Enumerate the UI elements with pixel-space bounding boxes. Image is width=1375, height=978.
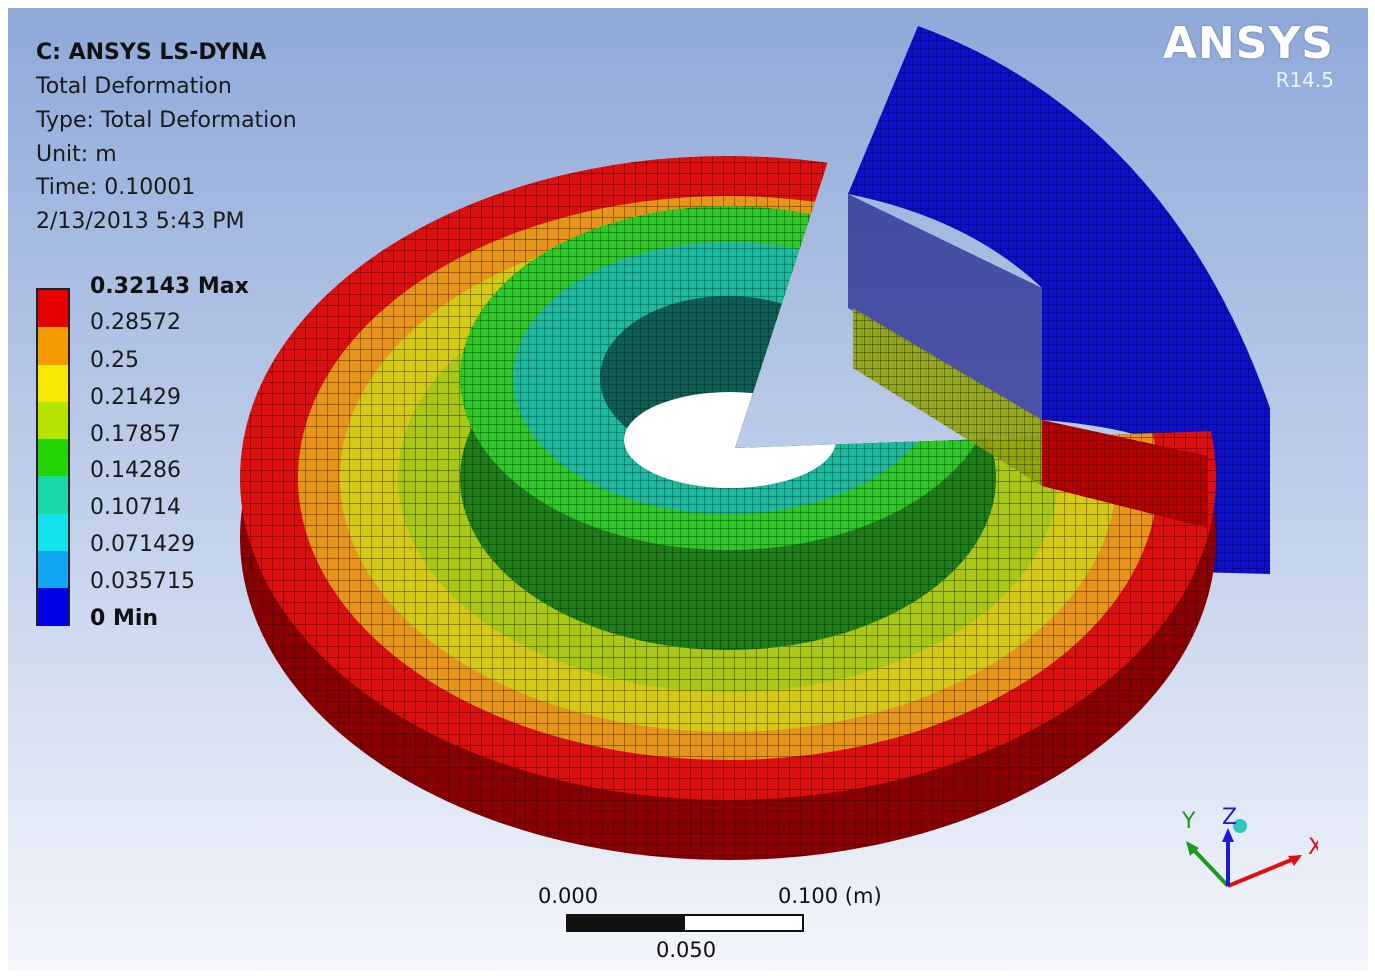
result-type: Type: Total Deformation — [36, 108, 297, 133]
view-sphere-icon — [1233, 819, 1247, 833]
y-axis-label: Y — [1181, 809, 1196, 834]
y-arrowhead — [1186, 841, 1199, 856]
x-arrowhead — [1288, 855, 1302, 866]
legend-swatch — [38, 364, 68, 402]
scale-bar-filled — [568, 916, 685, 930]
legend-label: 0.14286 — [90, 458, 181, 483]
x-axis-label: X — [1308, 835, 1318, 860]
result-unit: Unit: m — [36, 142, 117, 167]
fea-model-view[interactable] — [8, 8, 1368, 970]
scale-right-label: 0.100 (m) — [778, 884, 882, 908]
legend-swatch — [38, 513, 68, 552]
graphics-viewport[interactable]: C: ANSYS LS-DYNA Total Deformation Type:… — [8, 8, 1368, 970]
legend-label: 0.17857 — [90, 422, 181, 447]
result-name: Total Deformation — [36, 74, 232, 99]
legend-label: 0.25 — [90, 348, 139, 373]
z-arrowhead — [1222, 828, 1234, 842]
legend-swatch — [38, 327, 68, 365]
scale-bar — [566, 914, 804, 932]
legend-min-label: 0 Min — [90, 606, 159, 631]
solver-title: C: ANSYS LS-DYNA — [36, 40, 267, 65]
axis-triad[interactable]: X Y Z — [1168, 798, 1318, 908]
ansys-version: R14.5 — [1275, 68, 1334, 92]
legend-label: 0.21429 — [90, 385, 181, 410]
color-legend-bar[interactable] — [36, 288, 70, 626]
y-axis-arrow — [1190, 846, 1230, 888]
x-axis-arrow — [1227, 856, 1297, 888]
legend-label: 0.28572 — [90, 310, 181, 335]
result-date: 2/13/2013 5:43 PM — [36, 209, 245, 234]
legend-swatch — [38, 401, 68, 440]
legend-swatch — [38, 439, 68, 477]
legend-max-label: 0.32143 Max — [90, 274, 249, 299]
legend-label: 0.035715 — [90, 569, 195, 594]
legend-label: 0.10714 — [90, 495, 181, 520]
legend-swatch — [38, 290, 68, 328]
scale-middle-label: 0.050 — [656, 938, 717, 962]
ansys-logo: ANSYS — [1162, 18, 1334, 69]
legend-label: 0.071429 — [90, 532, 195, 557]
cut-section — [853, 308, 1208, 528]
legend-swatch — [38, 551, 68, 589]
z-axis-label: Z — [1222, 805, 1237, 830]
scale-left-label: 0.000 — [538, 884, 599, 908]
legend-swatch — [38, 476, 68, 514]
result-time: Time: 0.10001 — [36, 175, 196, 200]
legend-swatch — [38, 588, 68, 626]
